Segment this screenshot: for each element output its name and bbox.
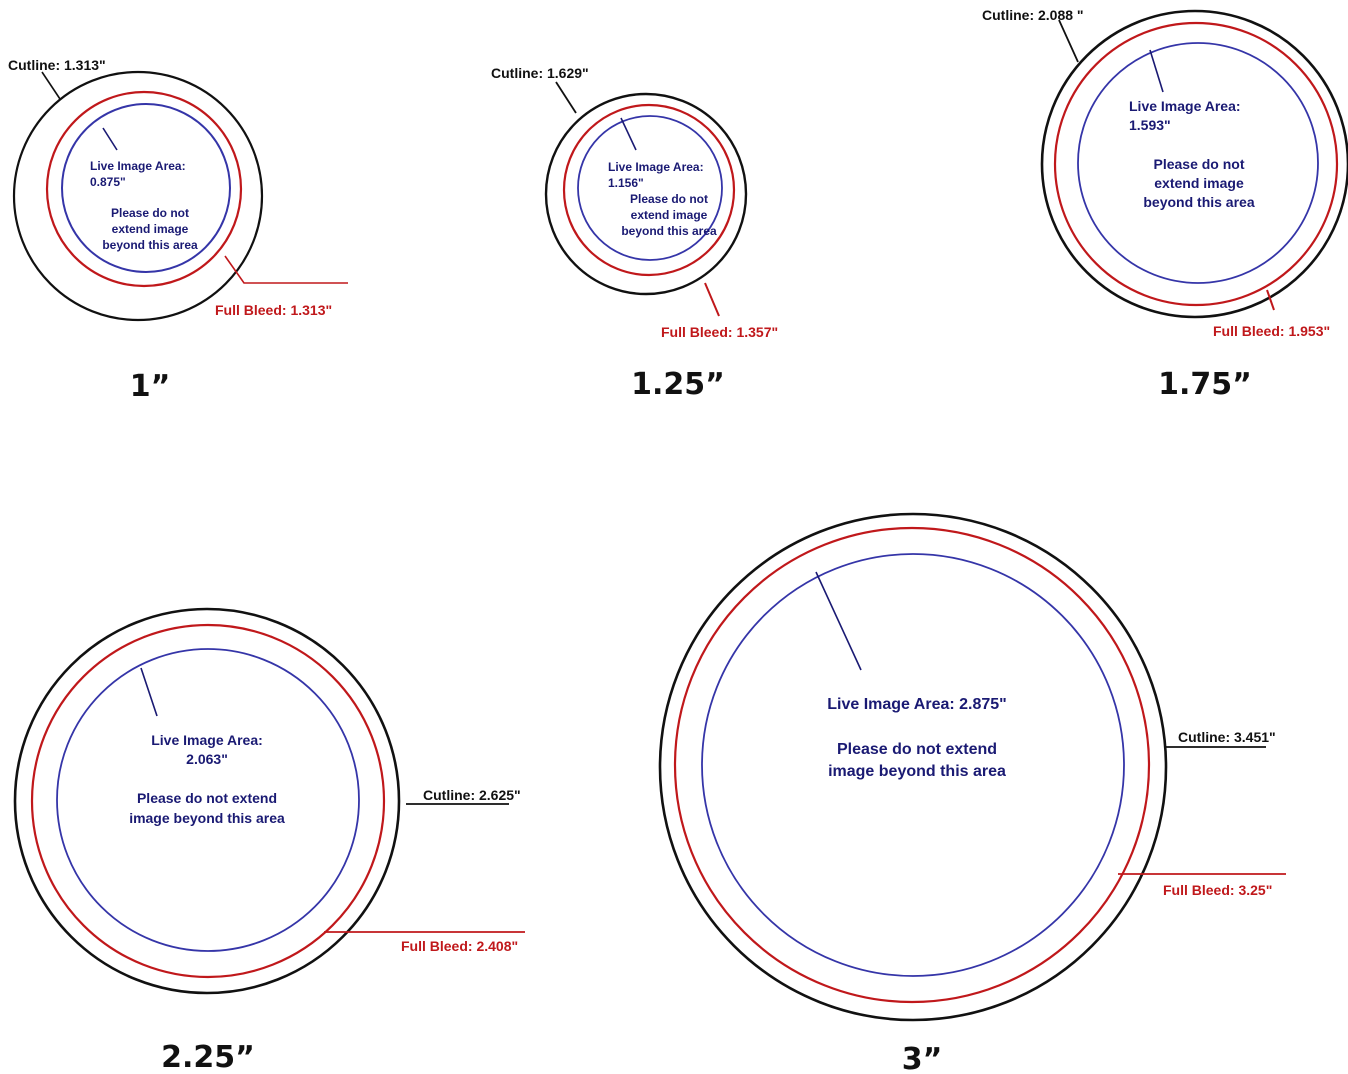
bleed-leader xyxy=(1266,289,1275,311)
note-line-2: extend image xyxy=(631,208,708,222)
diagram-1-25in: Cutline: 1.629" Live Image Area: 1.156" … xyxy=(491,65,778,402)
bleed-label: Full Bleed: 1.357" xyxy=(661,324,778,340)
note-line-1: Please do not xyxy=(111,206,189,220)
live-leader xyxy=(102,127,118,151)
size-label: 1.75” xyxy=(1158,367,1252,402)
note-line-1: Please do not xyxy=(1153,156,1244,172)
cutline-label: Cutline: 1.313" xyxy=(8,57,106,73)
cutline-label: Cutline: 2.625" xyxy=(423,787,521,803)
note-line-3: beyond this area xyxy=(1143,194,1254,210)
live-area-value: 0.875" xyxy=(90,175,126,189)
cutline-circle xyxy=(13,607,401,995)
bleed-label: Full Bleed: 3.25" xyxy=(1163,882,1272,898)
cutline-circle xyxy=(1040,9,1348,319)
diagram-1-75in: Cutline: 2.088 " Live Image Area: 1.593"… xyxy=(982,7,1348,402)
live-area-circle xyxy=(1077,42,1319,284)
live-area-value: 1.593" xyxy=(1129,117,1171,133)
note-line-1: Please do not xyxy=(630,192,708,206)
cutline-label: Cutline: 3.451" xyxy=(1178,729,1276,745)
live-area-label: Live Image Area: xyxy=(151,732,263,748)
note-line-1: Please do not extend xyxy=(837,741,997,758)
cutline-leader xyxy=(555,81,577,114)
size-label: 3” xyxy=(902,1042,943,1074)
live-leader xyxy=(815,571,862,671)
live-leader xyxy=(1149,49,1164,93)
bleed-leader xyxy=(224,255,348,284)
live-area-label: Live Image Area: 2.875" xyxy=(827,696,1007,713)
live-area-label: Live Image Area: xyxy=(1129,98,1241,114)
note-line-3: beyond this area xyxy=(621,224,717,238)
note-line-2: image beyond this area xyxy=(129,810,285,826)
bleed-label: Full Bleed: 1.313" xyxy=(215,302,332,318)
note-line-2: image beyond this area xyxy=(828,763,1006,780)
cutline-leader xyxy=(41,71,61,100)
bleed-circle xyxy=(562,103,736,277)
size-label: 2.25” xyxy=(161,1040,255,1074)
cutline-label: Cutline: 2.088 " xyxy=(982,7,1084,23)
note-line-3: beyond this area xyxy=(102,238,198,252)
live-leader xyxy=(140,667,158,717)
note-line-2: extend image xyxy=(1154,175,1244,191)
note-line-2: extend image xyxy=(112,222,189,236)
bleed-label: Full Bleed: 2.408" xyxy=(401,938,518,954)
bleed-label: Full Bleed: 1.953" xyxy=(1213,323,1330,339)
bleed-circle xyxy=(1053,21,1339,307)
diagram-2-25in: Live Image Area: 2.063" Please do not ex… xyxy=(13,607,525,1074)
diagram-1in: Cutline: 1.313" Live Image Area: 0.875" … xyxy=(8,57,348,404)
size-label: 1” xyxy=(130,369,171,404)
bleed-circle xyxy=(45,90,243,288)
cutline-circle xyxy=(658,512,1168,1022)
live-area-circle xyxy=(61,103,231,273)
bleed-leader xyxy=(704,282,720,317)
cutline-circle xyxy=(12,70,264,322)
cutline-label: Cutline: 1.629" xyxy=(491,65,589,81)
live-leader xyxy=(620,117,637,151)
diagram-3in: Live Image Area: 2.875" Please do not ex… xyxy=(658,512,1286,1074)
bleed-circle xyxy=(30,623,386,979)
bleed-circle xyxy=(673,526,1151,1004)
live-area-value: 1.156" xyxy=(608,176,644,190)
note-line-1: Please do not extend xyxy=(137,790,277,806)
cutline-circle xyxy=(544,92,748,296)
live-area-circle xyxy=(577,115,723,261)
live-area-circle xyxy=(701,553,1125,977)
live-area-label: Live Image Area: xyxy=(90,159,186,173)
live-area-circle xyxy=(56,648,360,952)
size-label: 1.25” xyxy=(631,367,725,402)
live-area-label: Live Image Area: xyxy=(608,160,704,174)
live-area-value: 2.063" xyxy=(186,751,228,767)
cutline-leader xyxy=(1058,19,1079,63)
